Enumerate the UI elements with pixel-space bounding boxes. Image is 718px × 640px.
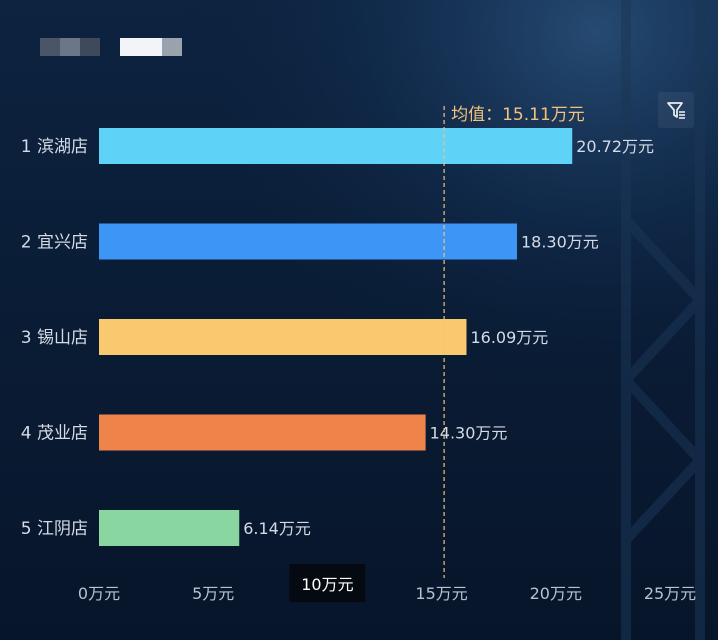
rank-number: 2	[21, 233, 32, 253]
filter-button[interactable]	[658, 92, 694, 128]
bar-3[interactable]	[99, 319, 467, 355]
store-name: 滨湖店	[37, 137, 88, 157]
store-name: 宜兴店	[37, 233, 88, 253]
value-label: 14.30万元	[430, 424, 508, 443]
bar-2[interactable]	[99, 223, 517, 260]
x-tick-label: 5万元	[192, 584, 234, 603]
decorative-truss	[621, 0, 705, 640]
axis-tooltip-label: 10万元	[301, 575, 353, 594]
rank-number: 1	[21, 137, 32, 157]
x-tick-label: 15万元	[415, 584, 467, 603]
category-label: 5 江阴店	[21, 519, 88, 539]
value-label: 16.09万元	[470, 328, 548, 347]
mean-label: 均值：15.11万元	[451, 105, 585, 125]
rank-number: 4	[21, 424, 32, 444]
axis-tooltip-box	[289, 564, 366, 602]
value-label: 18.30万元	[521, 233, 599, 252]
title-placeholder	[40, 38, 182, 56]
category-label: 2 宜兴店	[21, 233, 88, 253]
x-tick-label: 25万元	[644, 584, 696, 603]
category-label: 3 锡山店	[21, 328, 88, 348]
rank-number: 3	[21, 328, 32, 348]
store-name: 江阴店	[37, 519, 88, 539]
store-name: 茂业店	[37, 424, 88, 444]
category-label: 1 滨湖店	[21, 137, 88, 157]
value-label: 6.14万元	[243, 519, 311, 538]
store-name: 锡山店	[37, 328, 88, 348]
rank-number: 5	[21, 519, 32, 539]
category-label: 4 茂业店	[21, 424, 88, 444]
bar-1[interactable]	[99, 128, 573, 164]
filter-icon	[667, 102, 685, 119]
x-tick-label: 0万元	[78, 584, 120, 603]
value-label: 20.72万元	[576, 137, 654, 156]
bar-5[interactable]	[99, 510, 240, 546]
bar-4[interactable]	[99, 414, 426, 451]
x-tick-label: 20万元	[530, 584, 582, 603]
